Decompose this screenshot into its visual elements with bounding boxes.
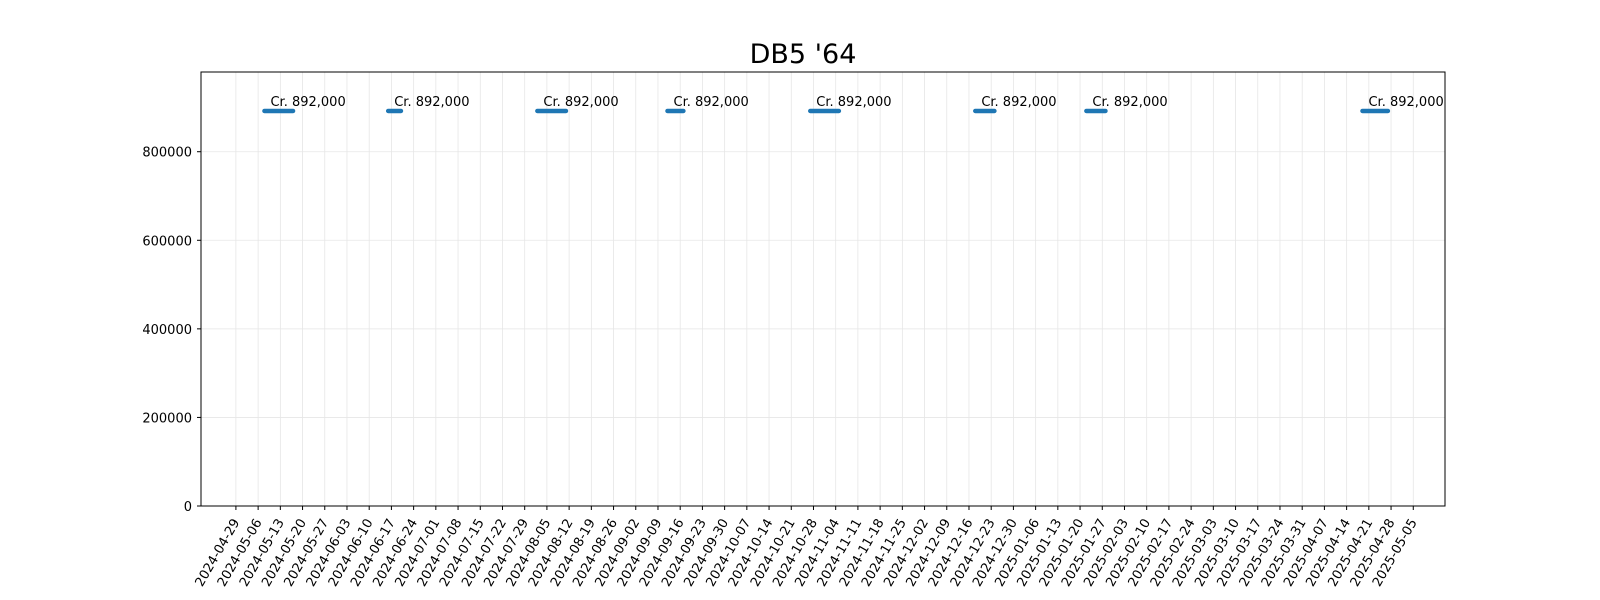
data-point bbox=[1370, 108, 1375, 113]
y-tick-label: 0 bbox=[184, 500, 192, 515]
data-point bbox=[681, 108, 686, 113]
value-annotation: Cr. 892,000 bbox=[1092, 95, 1167, 110]
data-point bbox=[1103, 108, 1108, 113]
value-annotation: Cr. 892,000 bbox=[981, 95, 1056, 110]
data-point bbox=[268, 108, 273, 113]
data-point bbox=[678, 108, 683, 113]
data-point bbox=[551, 108, 556, 113]
data-point bbox=[560, 108, 565, 113]
data-point bbox=[395, 108, 400, 113]
data-point bbox=[814, 108, 819, 113]
data-point bbox=[557, 108, 562, 113]
data-point bbox=[833, 108, 838, 113]
data-point bbox=[1100, 108, 1105, 113]
data-point bbox=[281, 108, 286, 113]
data-point bbox=[1087, 108, 1092, 113]
data-point bbox=[675, 108, 680, 113]
data-point bbox=[1385, 108, 1390, 113]
data-point bbox=[392, 108, 397, 113]
value-annotation: Cr. 892,000 bbox=[270, 95, 345, 110]
y-tick-label: 800000 bbox=[142, 146, 192, 161]
grid bbox=[201, 72, 1445, 507]
data-point bbox=[1376, 108, 1381, 113]
plot-frame bbox=[200, 71, 1446, 507]
data-point bbox=[386, 108, 391, 113]
data-point bbox=[535, 108, 540, 113]
data-point bbox=[548, 108, 553, 113]
value-annotation: Cr. 892,000 bbox=[543, 95, 618, 110]
data-point bbox=[671, 108, 676, 113]
data-point bbox=[992, 108, 997, 113]
data-point bbox=[287, 108, 292, 113]
data-point bbox=[986, 108, 991, 113]
data-point bbox=[1363, 108, 1368, 113]
data-point bbox=[830, 108, 835, 113]
data-point bbox=[824, 108, 829, 113]
data-point bbox=[989, 108, 994, 113]
data-point bbox=[265, 108, 270, 113]
value-annotation: Cr. 892,000 bbox=[1368, 95, 1443, 110]
data-point bbox=[665, 108, 670, 113]
data-point bbox=[275, 108, 280, 113]
data-point bbox=[541, 108, 546, 113]
value-annotation: Cr. 892,000 bbox=[394, 95, 469, 110]
data-point bbox=[389, 108, 394, 113]
data-point bbox=[262, 108, 267, 113]
data-point bbox=[398, 108, 403, 113]
data-point bbox=[1090, 108, 1095, 113]
data-point bbox=[811, 108, 816, 113]
data-point bbox=[982, 108, 987, 113]
data-point bbox=[1360, 108, 1365, 113]
data-point bbox=[1366, 108, 1371, 113]
data-point bbox=[973, 108, 978, 113]
chart-title: DB5 '64 bbox=[750, 39, 857, 70]
data-point bbox=[291, 108, 296, 113]
data-point bbox=[563, 108, 568, 113]
data-point bbox=[979, 108, 984, 113]
data-point bbox=[821, 108, 825, 113]
y-tick-label: 600000 bbox=[142, 234, 192, 249]
data-point bbox=[836, 108, 841, 113]
data-point bbox=[668, 108, 673, 113]
data-point bbox=[544, 108, 549, 113]
data-point bbox=[278, 108, 283, 113]
data-point bbox=[976, 108, 981, 113]
data-point bbox=[1379, 108, 1384, 113]
data-point bbox=[1093, 108, 1098, 113]
data-point bbox=[538, 108, 543, 113]
y-tick-label: 400000 bbox=[142, 323, 192, 338]
data-point bbox=[284, 108, 289, 113]
y-tick-label: 200000 bbox=[142, 411, 192, 426]
data-point bbox=[1382, 108, 1387, 113]
value-annotation: Cr. 892,000 bbox=[816, 95, 891, 110]
data-point bbox=[554, 108, 559, 113]
data-point bbox=[1373, 108, 1378, 113]
data-point bbox=[808, 108, 813, 113]
data-point bbox=[1084, 108, 1089, 113]
data-point bbox=[817, 108, 822, 113]
data-point bbox=[271, 108, 276, 113]
data-point bbox=[1097, 108, 1102, 113]
data-point bbox=[827, 108, 832, 113]
value-annotation: Cr. 892,000 bbox=[674, 95, 749, 110]
